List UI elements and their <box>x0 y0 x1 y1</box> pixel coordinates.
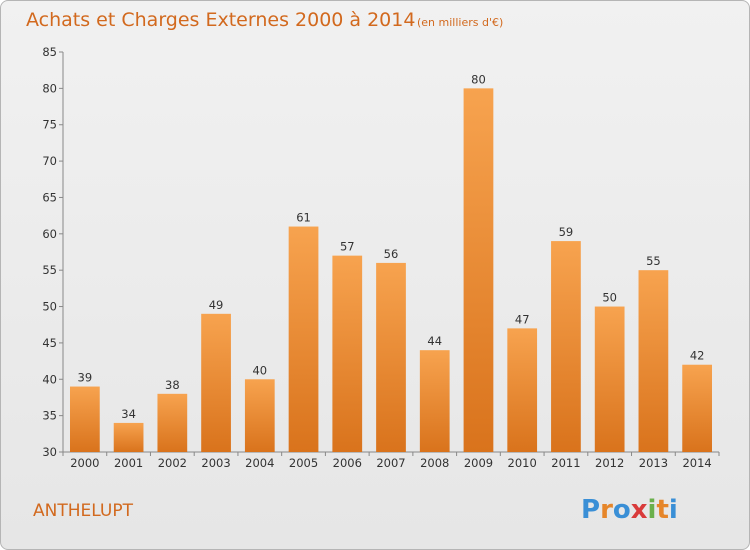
bar-value-label: 59 <box>559 225 574 239</box>
logo-letter: i <box>648 495 657 525</box>
x-tick-label: 2007 <box>376 456 405 470</box>
bar <box>201 313 231 452</box>
x-tick-labels: 2000 2001 2002 2003 2004 2005 2006 2007 2008 2009… <box>62 452 720 470</box>
chart-subtitle: (en milliers d'€) <box>417 16 503 29</box>
x-tick-label: 2012 <box>595 456 624 470</box>
x-tick-label: 2006 <box>333 456 362 470</box>
logo-letter: i <box>669 495 678 525</box>
bar-value-label: 40 <box>252 363 267 377</box>
x-tick-label: 2001 <box>114 456 143 470</box>
bar-value-label: 34 <box>121 407 136 421</box>
bar-value-label: 49 <box>209 298 224 312</box>
bar <box>157 393 188 452</box>
y-tick-label: 65 <box>42 190 57 204</box>
y-tick-label: 45 <box>42 336 57 350</box>
logo-letter: t <box>656 495 668 525</box>
bar <box>244 379 275 452</box>
bar <box>332 255 363 452</box>
y-tick-label: 40 <box>42 372 57 386</box>
bar-value-label: 44 <box>427 334 442 348</box>
y-tick-label: 75 <box>42 118 57 132</box>
x-tick-label: 2010 <box>508 456 537 470</box>
y-tick-label: 85 <box>42 45 57 59</box>
place-name: ANTHELUPT <box>33 501 134 521</box>
bar <box>594 306 625 452</box>
x-tick-label: 2005 <box>289 456 318 470</box>
logo-letter: r <box>600 495 613 525</box>
bar-value-label: 56 <box>384 247 399 261</box>
y-tick-label: 30 <box>42 445 57 459</box>
x-tick-label: 2002 <box>158 456 187 470</box>
bar-value-label: 38 <box>165 378 180 392</box>
y-tick-label: 35 <box>42 409 57 423</box>
bar-value-label: 42 <box>690 349 705 363</box>
logo-letter: o <box>613 495 631 525</box>
bar-value-label: 80 <box>471 72 486 86</box>
x-tick-label: 2014 <box>682 456 711 470</box>
x-tick-label: 2013 <box>639 456 668 470</box>
x-tick-label: 2011 <box>551 456 580 470</box>
chart-title: Achats et Charges Externes 2000 à 2014 <box>26 9 415 31</box>
bar <box>507 328 538 452</box>
logo-letter: P <box>581 495 600 525</box>
logo-letter: x <box>631 495 648 525</box>
x-tick-label: 2000 <box>70 456 99 470</box>
y-tick-label: 50 <box>42 300 57 314</box>
bar-value-label: 61 <box>296 211 311 225</box>
bar <box>288 226 319 452</box>
y-tick-label: 70 <box>42 154 57 168</box>
bar <box>113 422 144 452</box>
bar <box>376 262 406 452</box>
bar-value-label: 55 <box>646 254 661 268</box>
bar <box>551 241 581 452</box>
x-tick-label: 2003 <box>201 456 230 470</box>
bars: 39 34 38 49 40 61 57 56 44 80 47 59 50 55 42 <box>69 72 713 452</box>
bar <box>463 88 494 452</box>
x-tick-label: 2004 <box>245 456 274 470</box>
bar-value-label: 39 <box>78 371 93 385</box>
proxiti-logo: Proxiti <box>581 495 678 525</box>
y-tick-label: 80 <box>42 81 57 95</box>
bar <box>69 386 100 452</box>
bar-value-label: 47 <box>515 312 530 326</box>
bar <box>638 270 669 452</box>
y-tick-label: 55 <box>42 263 57 277</box>
bar <box>419 350 450 452</box>
bar-value-label: 50 <box>602 291 617 305</box>
bar-value-label: 57 <box>340 240 355 254</box>
x-tick-label: 2009 <box>464 456 493 470</box>
bar <box>682 364 713 452</box>
y-tick-label: 60 <box>42 227 57 241</box>
x-tick-label: 2008 <box>420 456 449 470</box>
